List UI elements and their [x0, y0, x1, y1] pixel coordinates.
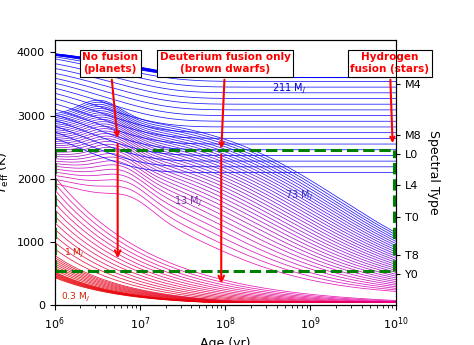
- Y-axis label: Spectral Type: Spectral Type: [427, 130, 439, 215]
- Text: 1 M$_J$: 1 M$_J$: [64, 247, 84, 260]
- Text: Hydrogen
fusion (stars): Hydrogen fusion (stars): [350, 52, 429, 141]
- Y-axis label: $T_{\rm eff}$ (K): $T_{\rm eff}$ (K): [0, 151, 11, 194]
- Text: 0.3 M$_J$: 0.3 M$_J$: [61, 290, 90, 304]
- Text: 211 M$_J$: 211 M$_J$: [272, 81, 306, 96]
- Text: Deuterium fusion only
(brown dwarfs): Deuterium fusion only (brown dwarfs): [160, 52, 291, 147]
- Text: No fusion
(planets): No fusion (planets): [82, 52, 138, 136]
- X-axis label: Age (yr): Age (yr): [200, 337, 250, 345]
- Text: 13 M$_J$: 13 M$_J$: [174, 195, 201, 209]
- Text: 73 M$_J$: 73 M$_J$: [285, 189, 313, 203]
